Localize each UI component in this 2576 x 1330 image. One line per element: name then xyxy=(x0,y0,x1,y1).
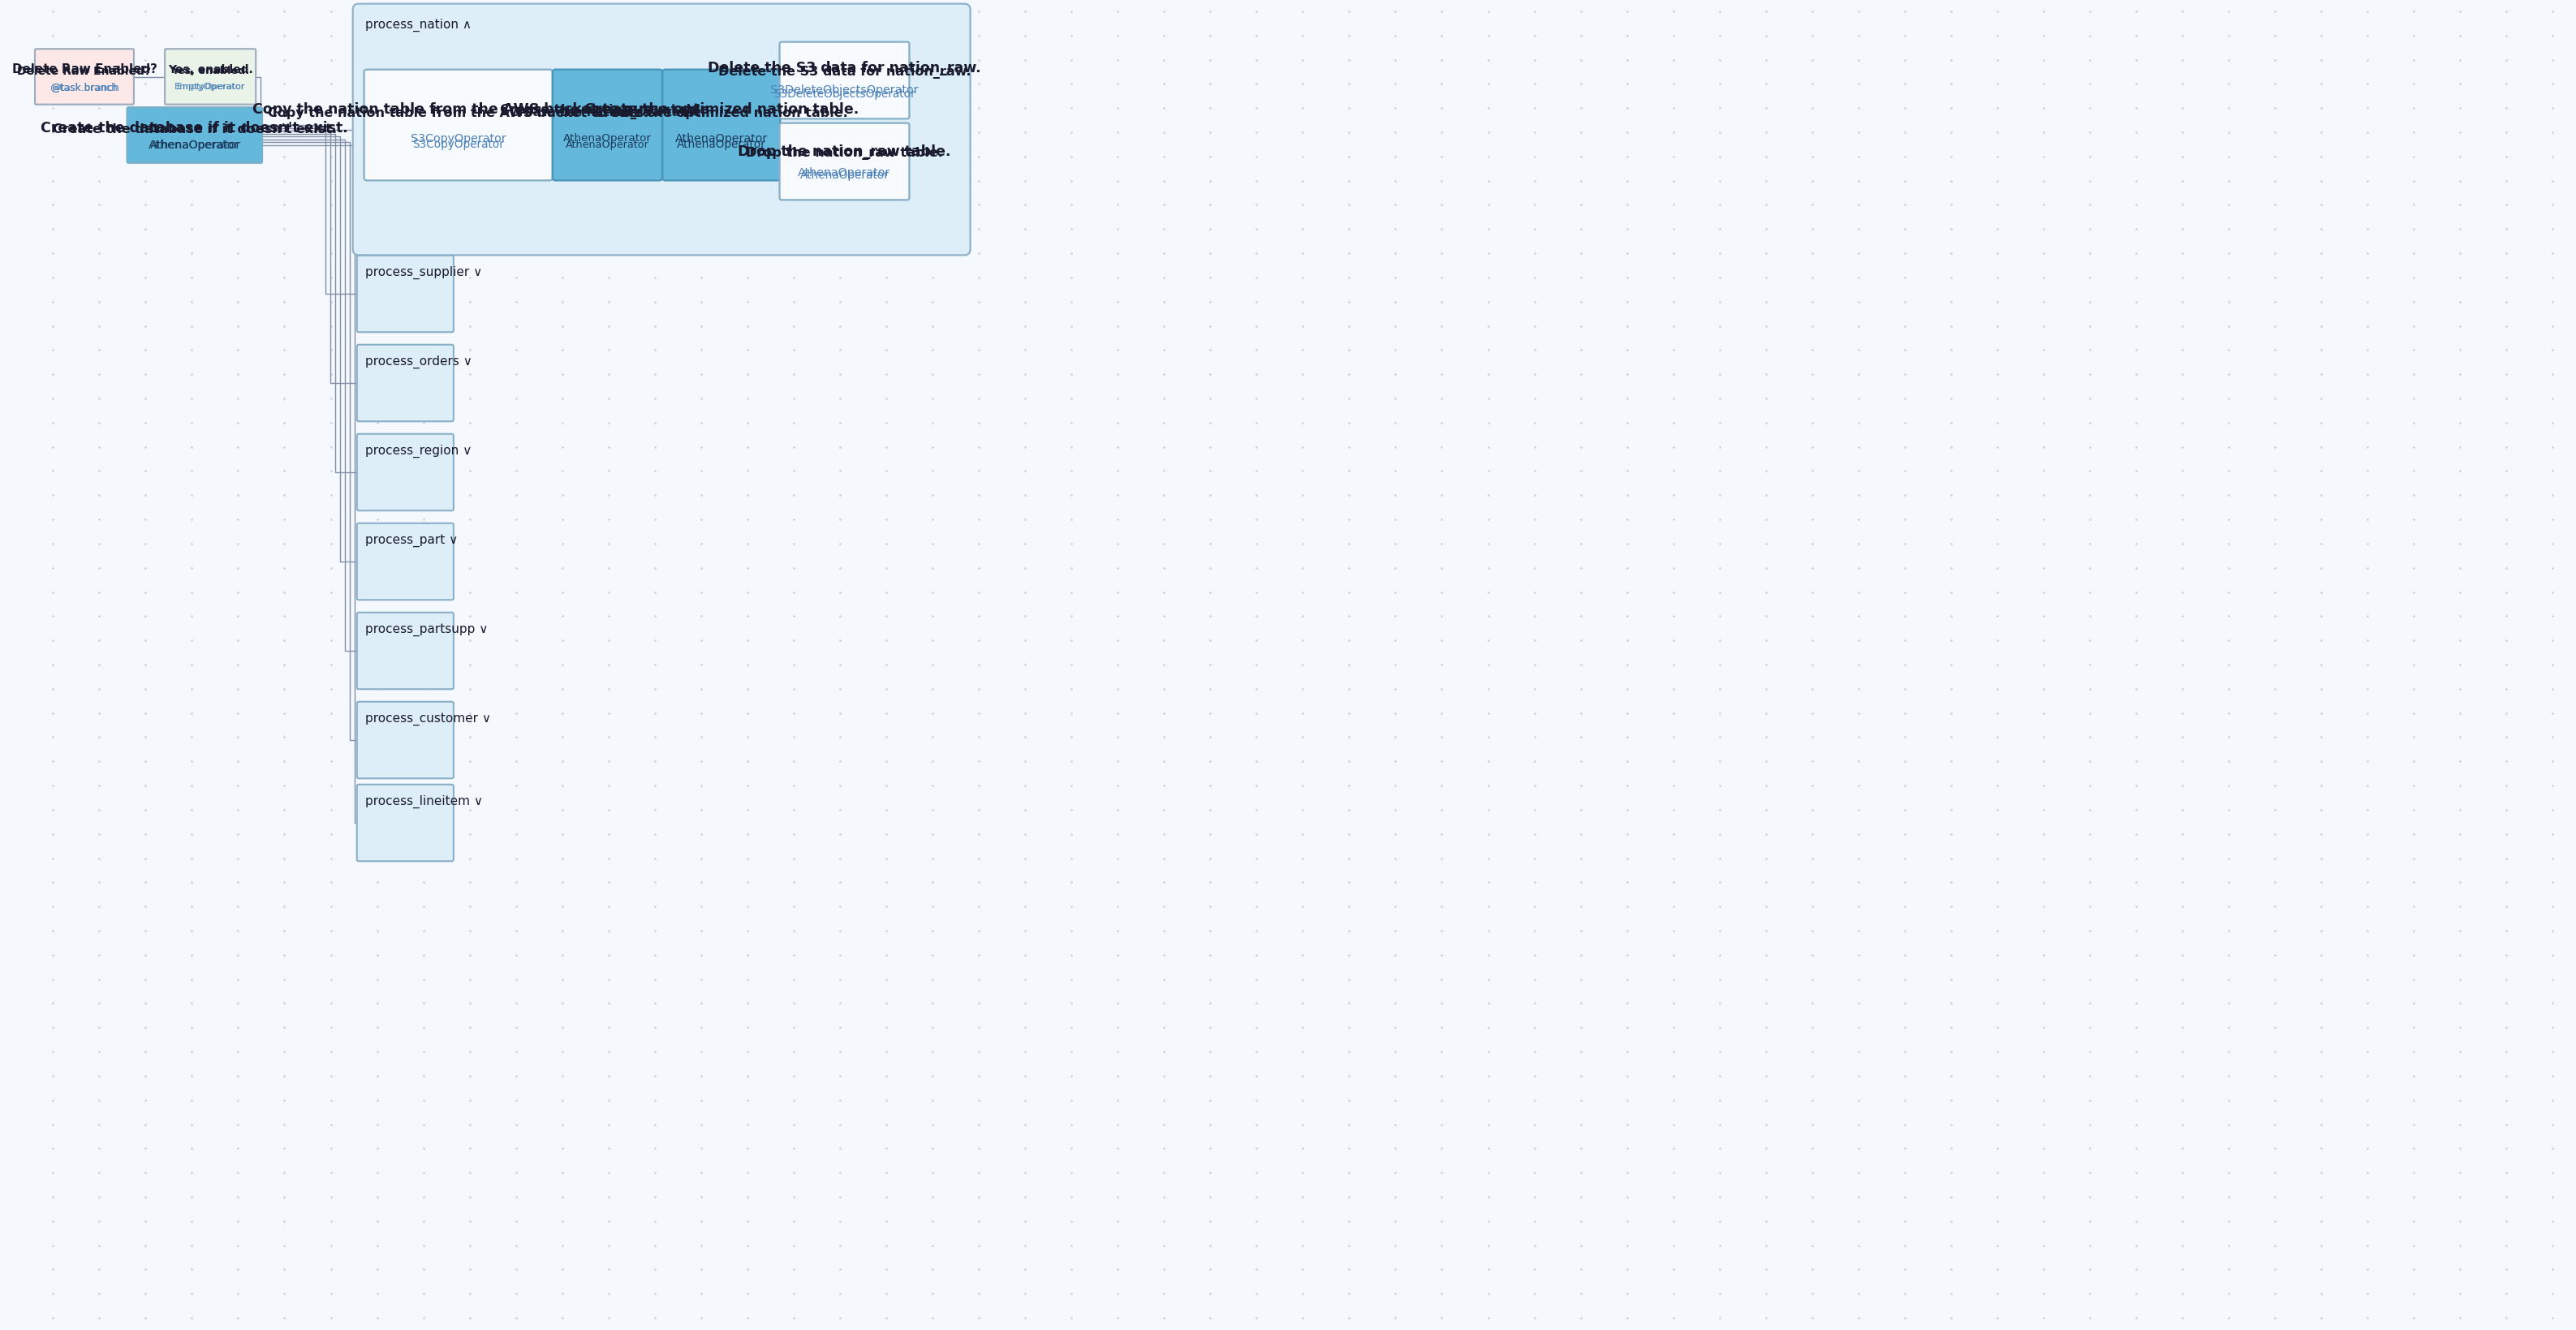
Text: Delete Raw Enabled?: Delete Raw Enabled? xyxy=(13,64,157,76)
Text: process_customer ∨: process_customer ∨ xyxy=(366,712,492,725)
Text: process_region ∨: process_region ∨ xyxy=(366,444,471,458)
Text: AthenaOperator: AthenaOperator xyxy=(799,168,891,178)
Text: Yes, enabled.: Yes, enabled. xyxy=(167,64,252,76)
Text: AthenaOperator: AthenaOperator xyxy=(801,170,889,181)
Text: process_supplier ∨: process_supplier ∨ xyxy=(366,266,482,279)
FancyBboxPatch shape xyxy=(781,43,909,120)
Text: AthenaOperator: AthenaOperator xyxy=(149,140,240,152)
Text: Copy the nation table from the AWS bucket to ours.: Copy the nation table from the AWS bucke… xyxy=(268,106,649,120)
FancyBboxPatch shape xyxy=(36,49,134,105)
Text: AthenaOperator: AthenaOperator xyxy=(675,133,768,144)
Text: Create the database if it doesn't exist.: Create the database if it doesn't exist. xyxy=(41,121,348,136)
FancyBboxPatch shape xyxy=(126,108,263,164)
Text: Drop the nation_raw table.: Drop the nation_raw table. xyxy=(737,144,951,158)
FancyBboxPatch shape xyxy=(353,4,971,255)
FancyBboxPatch shape xyxy=(165,49,255,105)
Text: Create the database if it doesn't exist.: Create the database if it doesn't exist. xyxy=(52,124,337,136)
Text: process_nation ∧: process_nation ∧ xyxy=(366,19,471,32)
Text: AthenaOperator: AthenaOperator xyxy=(567,140,649,150)
FancyBboxPatch shape xyxy=(662,70,781,181)
Text: Copy the nation table from the AWS bucket to ours.: Copy the nation table from the AWS bucke… xyxy=(252,102,665,117)
Text: Delete the S3 data for nation_raw.: Delete the S3 data for nation_raw. xyxy=(708,61,981,76)
Text: Create the nation_raw table.: Create the nation_raw table. xyxy=(500,104,714,117)
Text: process_lineitem ∨: process_lineitem ∨ xyxy=(366,795,482,807)
FancyBboxPatch shape xyxy=(358,435,453,511)
Text: @task.branch: @task.branch xyxy=(49,81,118,92)
Text: EmptyOperator: EmptyOperator xyxy=(178,82,245,90)
Text: Create the optimized nation table.: Create the optimized nation table. xyxy=(595,106,848,120)
FancyBboxPatch shape xyxy=(554,70,662,181)
Text: AthenaOperator: AthenaOperator xyxy=(564,133,652,144)
Text: Create the nation_raw table.: Create the nation_raw table. xyxy=(510,106,706,120)
Text: S3DeleteObjectsOperator: S3DeleteObjectsOperator xyxy=(773,89,914,100)
FancyBboxPatch shape xyxy=(358,257,453,332)
Text: AthenaOperator: AthenaOperator xyxy=(677,140,765,150)
FancyBboxPatch shape xyxy=(358,346,453,422)
FancyBboxPatch shape xyxy=(358,613,453,689)
Text: Delete Raw Enabled?: Delete Raw Enabled? xyxy=(18,65,152,77)
FancyBboxPatch shape xyxy=(781,124,909,201)
FancyBboxPatch shape xyxy=(165,49,255,105)
Text: S3DeleteObjectsOperator: S3DeleteObjectsOperator xyxy=(770,84,920,96)
FancyBboxPatch shape xyxy=(358,785,453,862)
Text: Yes, enabled.: Yes, enabled. xyxy=(170,66,250,76)
Text: EmptyOperator: EmptyOperator xyxy=(175,82,245,90)
Text: AthenaOperator: AthenaOperator xyxy=(149,140,242,152)
FancyBboxPatch shape xyxy=(36,49,134,105)
Text: S3CopyOperator: S3CopyOperator xyxy=(412,140,505,150)
Text: process_part ∨: process_part ∨ xyxy=(366,533,459,547)
Text: @task.branch: @task.branch xyxy=(52,81,118,92)
FancyBboxPatch shape xyxy=(358,702,453,779)
FancyBboxPatch shape xyxy=(662,70,781,181)
FancyBboxPatch shape xyxy=(363,70,551,181)
FancyBboxPatch shape xyxy=(781,43,909,120)
FancyBboxPatch shape xyxy=(781,124,909,201)
Text: Drop the nation_raw table.: Drop the nation_raw table. xyxy=(747,146,943,160)
FancyBboxPatch shape xyxy=(363,70,551,181)
Text: S3CopyOperator: S3CopyOperator xyxy=(410,133,505,144)
Text: Delete the S3 data for nation_raw.: Delete the S3 data for nation_raw. xyxy=(719,66,971,78)
FancyBboxPatch shape xyxy=(554,70,662,181)
Text: Create the optimized nation table.: Create the optimized nation table. xyxy=(585,102,858,117)
Text: process_orders ∨: process_orders ∨ xyxy=(366,355,471,368)
FancyBboxPatch shape xyxy=(126,108,263,164)
FancyBboxPatch shape xyxy=(358,524,453,600)
Text: process_partsupp ∨: process_partsupp ∨ xyxy=(366,622,487,636)
